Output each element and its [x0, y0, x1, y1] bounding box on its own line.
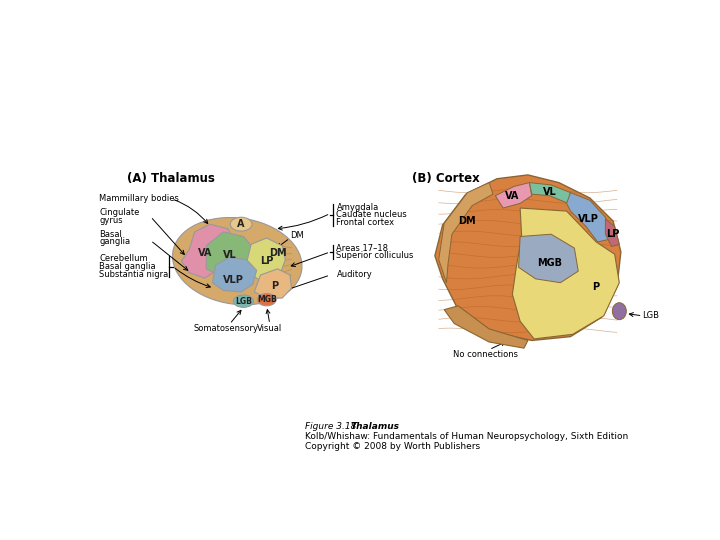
Ellipse shape — [173, 218, 302, 305]
Text: Copyright © 2008 by Worth Publishers: Copyright © 2008 by Worth Publishers — [305, 442, 480, 451]
Text: VLP: VLP — [223, 275, 244, 286]
Polygon shape — [181, 224, 233, 278]
Text: Frontal cortex: Frontal cortex — [336, 218, 395, 227]
Text: gyrus: gyrus — [99, 216, 123, 225]
Text: Areas 17–18: Areas 17–18 — [336, 244, 389, 253]
Text: Cingulate: Cingulate — [99, 208, 140, 217]
Text: Amygdala: Amygdala — [336, 202, 379, 212]
Polygon shape — [212, 257, 256, 292]
Text: Substantia nigra: Substantia nigra — [99, 270, 168, 279]
Text: Superior colliculus: Superior colliculus — [336, 251, 414, 260]
Text: VL: VL — [543, 187, 557, 197]
Text: LGB: LGB — [642, 312, 660, 320]
Text: DM: DM — [290, 231, 304, 240]
Ellipse shape — [230, 217, 252, 231]
Text: LP: LP — [606, 229, 620, 239]
Text: Figure 3.18: Figure 3.18 — [305, 422, 363, 431]
Text: P: P — [271, 281, 278, 291]
Text: LGB: LGB — [235, 296, 252, 306]
Text: Auditory: Auditory — [336, 270, 372, 279]
Text: Basal: Basal — [99, 230, 122, 239]
Text: Thalamus: Thalamus — [351, 422, 400, 431]
Ellipse shape — [612, 303, 626, 320]
Ellipse shape — [258, 294, 276, 306]
Text: (B) Cortex: (B) Cortex — [412, 172, 480, 185]
Polygon shape — [606, 219, 619, 247]
Text: Cerebellum: Cerebellum — [99, 254, 148, 264]
Text: A: A — [238, 219, 245, 229]
Polygon shape — [438, 183, 493, 283]
Polygon shape — [435, 175, 621, 340]
Polygon shape — [206, 232, 253, 276]
Text: MGB: MGB — [537, 259, 562, 268]
Text: VA: VA — [197, 248, 212, 259]
Text: DM: DM — [269, 248, 287, 259]
Text: No connections: No connections — [453, 350, 518, 359]
Polygon shape — [567, 193, 611, 242]
Text: Basal ganglia: Basal ganglia — [99, 262, 156, 271]
Text: LP: LP — [260, 256, 274, 266]
Text: MGB: MGB — [257, 295, 276, 304]
Text: P: P — [593, 281, 600, 292]
Text: VL: VL — [222, 250, 236, 260]
Polygon shape — [513, 208, 619, 339]
Text: Visual: Visual — [257, 325, 282, 333]
Polygon shape — [246, 238, 285, 283]
Polygon shape — [518, 234, 578, 283]
Text: DM: DM — [459, 216, 476, 226]
Text: VA: VA — [505, 191, 520, 201]
Polygon shape — [254, 269, 292, 298]
Text: Mammillary bodies: Mammillary bodies — [99, 193, 179, 202]
Text: VLP: VLP — [578, 214, 599, 224]
Polygon shape — [529, 183, 570, 204]
Ellipse shape — [233, 295, 253, 307]
Text: Caudate nucleus: Caudate nucleus — [336, 211, 408, 219]
Text: Somatosensory: Somatosensory — [193, 325, 258, 333]
Text: (A) Thalamus: (A) Thalamus — [127, 172, 215, 185]
Polygon shape — [444, 306, 528, 348]
Text: ganglia: ganglia — [99, 238, 130, 246]
Polygon shape — [495, 183, 532, 208]
Text: Kolb/Whishaw: Fundamentals of Human Neuropsychology, Sixth Edition: Kolb/Whishaw: Fundamentals of Human Neur… — [305, 432, 629, 441]
